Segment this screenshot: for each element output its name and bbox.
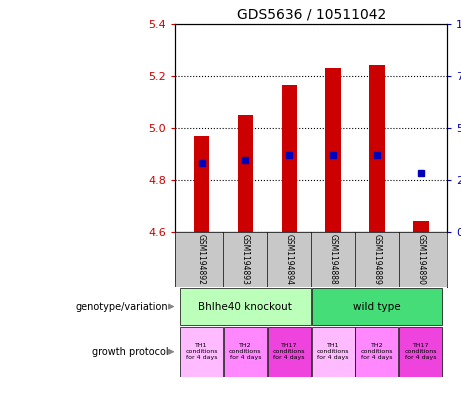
Text: GSM1194888: GSM1194888 [329,234,337,285]
Bar [399,327,443,377]
Bar [312,288,443,325]
Bar [268,327,311,377]
Text: TH1
conditions
for 4 days: TH1 conditions for 4 days [317,343,349,360]
Bar [325,68,341,232]
Bar [355,327,398,377]
Text: GSM1194890: GSM1194890 [416,234,426,285]
Text: TH17
conditions
for 4 days: TH17 conditions for 4 days [273,343,306,360]
Text: wild type: wild type [353,301,401,312]
Bar [238,115,253,232]
Bar [282,85,297,232]
Bar [180,288,311,325]
Title: GDS5636 / 10511042: GDS5636 / 10511042 [236,7,386,21]
Text: GSM1194894: GSM1194894 [285,234,294,285]
Bar [180,327,223,377]
Text: TH17
conditions
for 4 days: TH17 conditions for 4 days [405,343,437,360]
Bar [224,327,267,377]
Text: growth protocol: growth protocol [92,347,168,357]
Bar [413,222,429,232]
Text: GSM1194892: GSM1194892 [197,234,206,285]
Bar [369,65,384,232]
Text: genotype/variation: genotype/variation [76,301,168,312]
Text: TH1
conditions
for 4 days: TH1 conditions for 4 days [185,343,218,360]
Bar [312,327,355,377]
Text: GSM1194889: GSM1194889 [372,234,382,285]
Text: GSM1194893: GSM1194893 [241,234,250,285]
Text: Bhlhe40 knockout: Bhlhe40 knockout [198,301,292,312]
Bar [194,136,209,232]
Text: TH2
conditions
for 4 days: TH2 conditions for 4 days [361,343,393,360]
Text: TH2
conditions
for 4 days: TH2 conditions for 4 days [229,343,262,360]
